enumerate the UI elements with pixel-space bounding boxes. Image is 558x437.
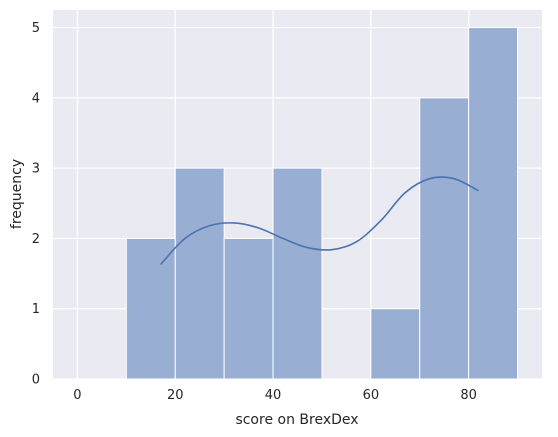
y-tick-label: 0: [32, 373, 40, 388]
y-tick-label: 2: [32, 232, 40, 247]
histogram-bar: [272, 167, 323, 380]
histogram-bar: [468, 27, 519, 380]
histogram-bar: [370, 308, 421, 380]
y-axis-ticks: 0 1 2 3 4 5: [32, 21, 40, 387]
x-axis-ticks: 0 20 40 60 80: [73, 388, 477, 403]
histogram-bar: [174, 167, 225, 380]
y-tick-label: 4: [32, 91, 40, 106]
kde-curve: [159, 176, 479, 265]
histogram-bar: [125, 237, 176, 380]
y-tick-label: 3: [32, 162, 40, 177]
x-tick-label: 20: [167, 388, 184, 403]
x-tick-label: 40: [265, 388, 282, 403]
x-tick-label: 0: [73, 388, 81, 403]
histogram-bars: [125, 27, 519, 380]
y-axis-label: frequency: [9, 159, 25, 229]
x-axis-label: score on BrexDex: [235, 412, 358, 428]
y-tick-label: 1: [32, 302, 40, 317]
x-tick-label: 80: [460, 388, 477, 403]
y-tick-label: 5: [32, 21, 40, 36]
x-tick-label: 60: [363, 388, 380, 403]
histogram-bar: [419, 97, 470, 380]
histogram-bar: [223, 237, 274, 380]
